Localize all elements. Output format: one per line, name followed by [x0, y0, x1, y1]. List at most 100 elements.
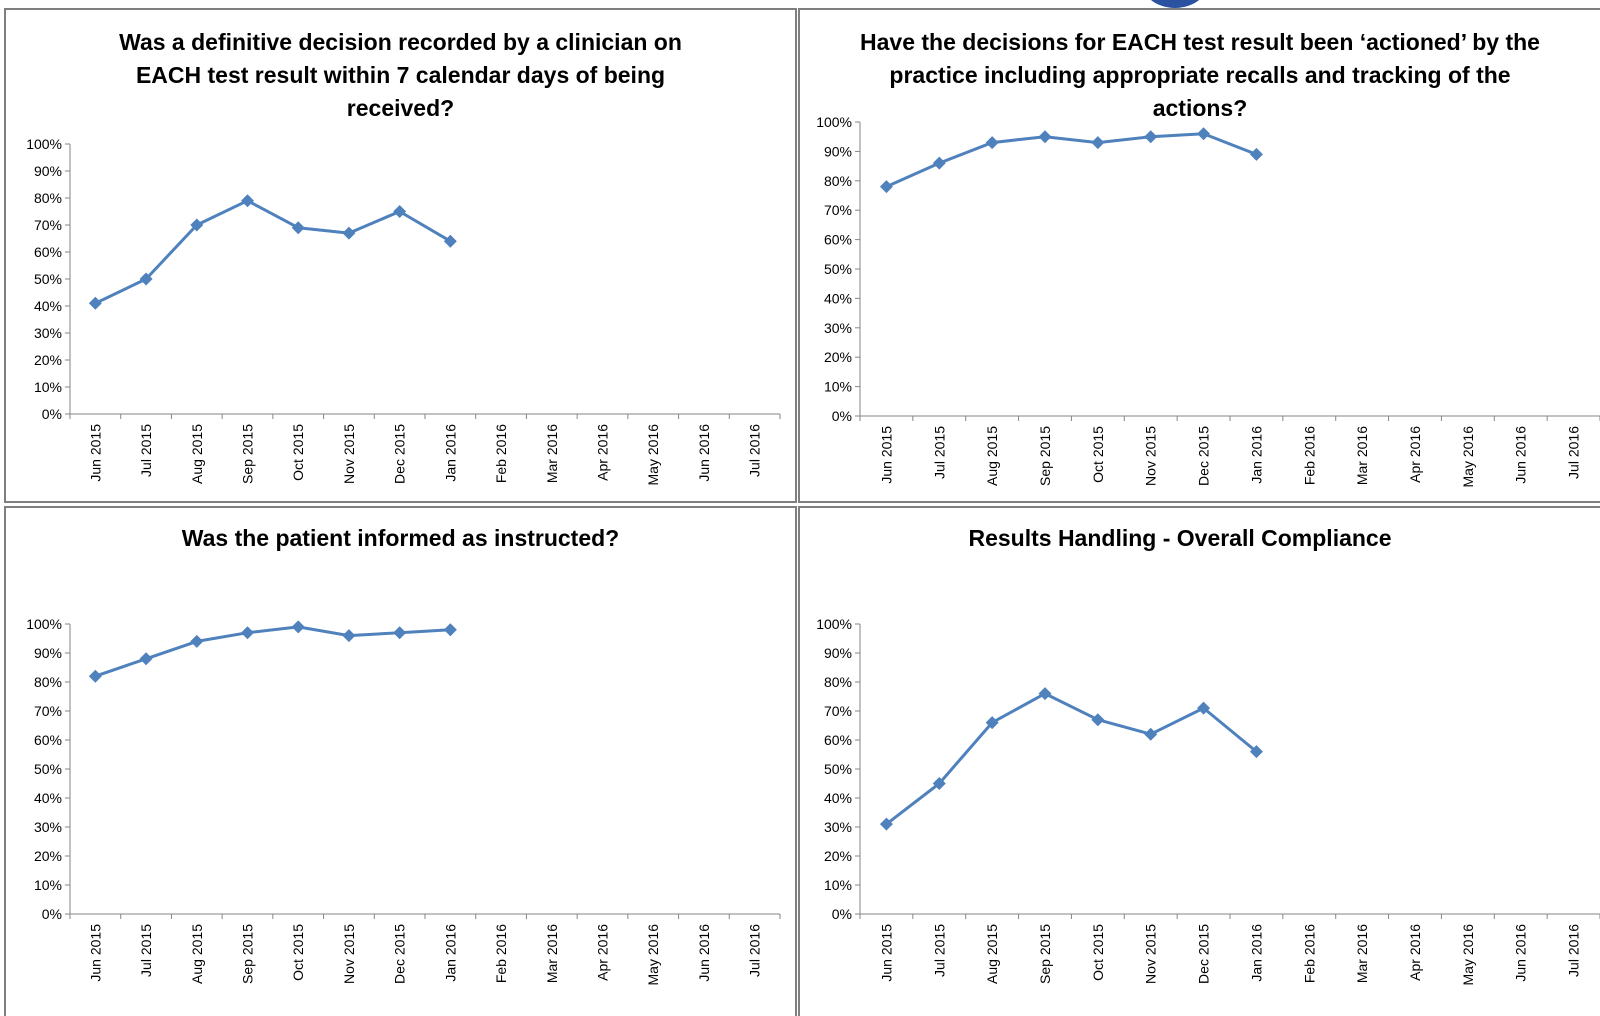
x-tick-label: Feb 2016: [1301, 426, 1317, 485]
y-tick-label: 20%: [824, 848, 852, 864]
x-tick-label: Mar 2016: [544, 924, 560, 983]
x-tick-label: Dec 2015: [1196, 426, 1212, 486]
chart-panel-overall-compliance: Results Handling - Overall Compliance 0%…: [798, 506, 1600, 1016]
x-tick-label: Apr 2016: [595, 924, 611, 981]
y-tick-label: 0%: [832, 906, 852, 922]
y-tick-label: 100%: [26, 616, 62, 632]
x-tick-label: Jul 2016: [747, 924, 763, 977]
chart-panel-decisions-actioned: Have the decisions for EACH test result …: [798, 8, 1600, 503]
data-point-marker: [879, 180, 893, 194]
data-point-marker: [241, 626, 254, 640]
x-tick-label: Oct 2015: [290, 424, 306, 481]
chart-title: Have the decisions for EACH test result …: [860, 29, 1540, 121]
y-tick-label: 80%: [824, 173, 852, 189]
x-tick-label: May 2016: [645, 924, 661, 986]
data-point-marker: [393, 626, 407, 640]
y-tick-label: 30%: [824, 320, 852, 336]
partial-logo-glyph-icon: [1140, 0, 1210, 8]
y-tick-label: 90%: [824, 143, 852, 159]
x-tick-label: Feb 2016: [493, 424, 509, 483]
y-tick-label: 40%: [824, 290, 852, 306]
x-tick-label: Aug 2015: [189, 924, 205, 984]
data-point-marker: [443, 623, 457, 637]
data-point-marker: [1091, 136, 1105, 150]
y-tick-label: 0%: [832, 408, 852, 424]
chart-plot: 0% 10% 20% 30% 40% 50% 60% 70% 80% 90% 100% Jun 201…: [26, 136, 781, 486]
y-tick-label: 90%: [34, 645, 62, 661]
y-tick-label: 40%: [824, 790, 852, 806]
data-point-marker: [190, 634, 204, 648]
data-point-marker: [88, 296, 102, 310]
y-tick-label: 10%: [824, 379, 852, 395]
x-tick-label: May 2016: [1460, 426, 1476, 488]
chart-title: Results Handling - Overall Compliance: [968, 525, 1392, 551]
x-tick-label: Jul 2015: [931, 426, 947, 479]
x-tick-label: Dec 2015: [392, 924, 408, 984]
x-tick-label: May 2016: [1460, 924, 1476, 986]
x-tick-label: Sep 2015: [1037, 426, 1053, 486]
x-tick-label: Apr 2016: [595, 424, 611, 481]
x-tick-label: Mar 2016: [1354, 924, 1370, 983]
data-point-marker: [1197, 701, 1211, 715]
data-point-marker: [1038, 130, 1052, 144]
data-point-marker: [1197, 127, 1211, 141]
x-tick-label: Jun 2016: [1513, 426, 1529, 484]
y-tick-label: 100%: [816, 114, 852, 130]
y-tick-label: 40%: [34, 790, 62, 806]
chart-plot: 0% 10% 20% 30% 40% 50% 60% 70% 80% 90% 100% Jun 201…: [26, 616, 781, 986]
chart-plot: 0% 10% 20% 30% 40% 50% 60% 70% 80% 90% 100% Jun 201…: [816, 616, 1600, 986]
x-tick-label: Dec 2015: [392, 424, 408, 484]
y-tick-label: 20%: [824, 349, 852, 365]
y-tick-label: 30%: [824, 819, 852, 835]
y-tick-label: 10%: [34, 877, 62, 893]
y-tick-label: 50%: [34, 761, 62, 777]
y-tick-label: 30%: [34, 325, 62, 341]
y-tick-label: 60%: [34, 732, 62, 748]
series-line: [885, 132, 1257, 189]
x-tick-label: Jun 2015: [87, 424, 103, 482]
y-tick-label: 80%: [824, 674, 852, 690]
y-tick-label: 20%: [34, 352, 62, 368]
data-point-marker: [139, 272, 153, 286]
x-tick-label: Jan 2016: [1248, 924, 1264, 982]
x-tick-label: Jun 2015: [87, 924, 103, 982]
data-point-marker: [190, 218, 204, 232]
chart-title: Was the patient informed as instructed?: [181, 525, 620, 551]
y-tick-label: 50%: [824, 761, 852, 777]
y-tick-label: 60%: [824, 732, 852, 748]
x-tick-label: Apr 2016: [1407, 426, 1423, 483]
x-tick-label: Jul 2016: [1566, 924, 1582, 977]
y-tick-label: 70%: [824, 703, 852, 719]
x-tick-label: Jul 2016: [1566, 426, 1582, 479]
data-point-marker: [342, 629, 356, 643]
data-point-marker: [139, 652, 153, 666]
y-tick-label: 40%: [34, 298, 62, 314]
y-tick-label: 70%: [824, 202, 852, 218]
data-point-marker: [1249, 745, 1263, 759]
y-tick-label: 90%: [824, 645, 852, 661]
y-tick-label: 30%: [34, 819, 62, 835]
x-tick-label: Jul 2015: [931, 924, 947, 977]
data-point-marker: [393, 205, 407, 218]
y-tick-label: 70%: [34, 217, 62, 233]
x-tick-label: Jun 2015: [878, 426, 894, 484]
y-tick-label: 80%: [34, 674, 62, 690]
x-tick-label: Jan 2016: [1248, 426, 1264, 484]
series-line: [885, 692, 1258, 826]
y-tick-label: 10%: [824, 877, 852, 893]
x-tick-label: Jan 2016: [442, 424, 458, 482]
x-tick-label: Jan 2016: [442, 924, 458, 982]
data-point-marker: [88, 669, 102, 683]
data-point-marker: [1144, 130, 1158, 144]
y-tick-label: 100%: [816, 616, 852, 632]
x-tick-label: Oct 2015: [1090, 426, 1106, 483]
x-tick-label: Nov 2015: [341, 924, 357, 984]
x-tick-label: Jul 2015: [138, 424, 154, 477]
x-tick-label: Apr 2016: [1407, 924, 1423, 981]
y-tick-label: 90%: [34, 163, 62, 179]
x-tick-label: May 2016: [645, 424, 661, 486]
y-tick-label: 50%: [824, 261, 852, 277]
x-tick-label: Feb 2016: [493, 924, 509, 983]
x-tick-label: Feb 2016: [1301, 924, 1317, 983]
chart-title: Was a definitive decision recorded by a …: [119, 29, 682, 121]
